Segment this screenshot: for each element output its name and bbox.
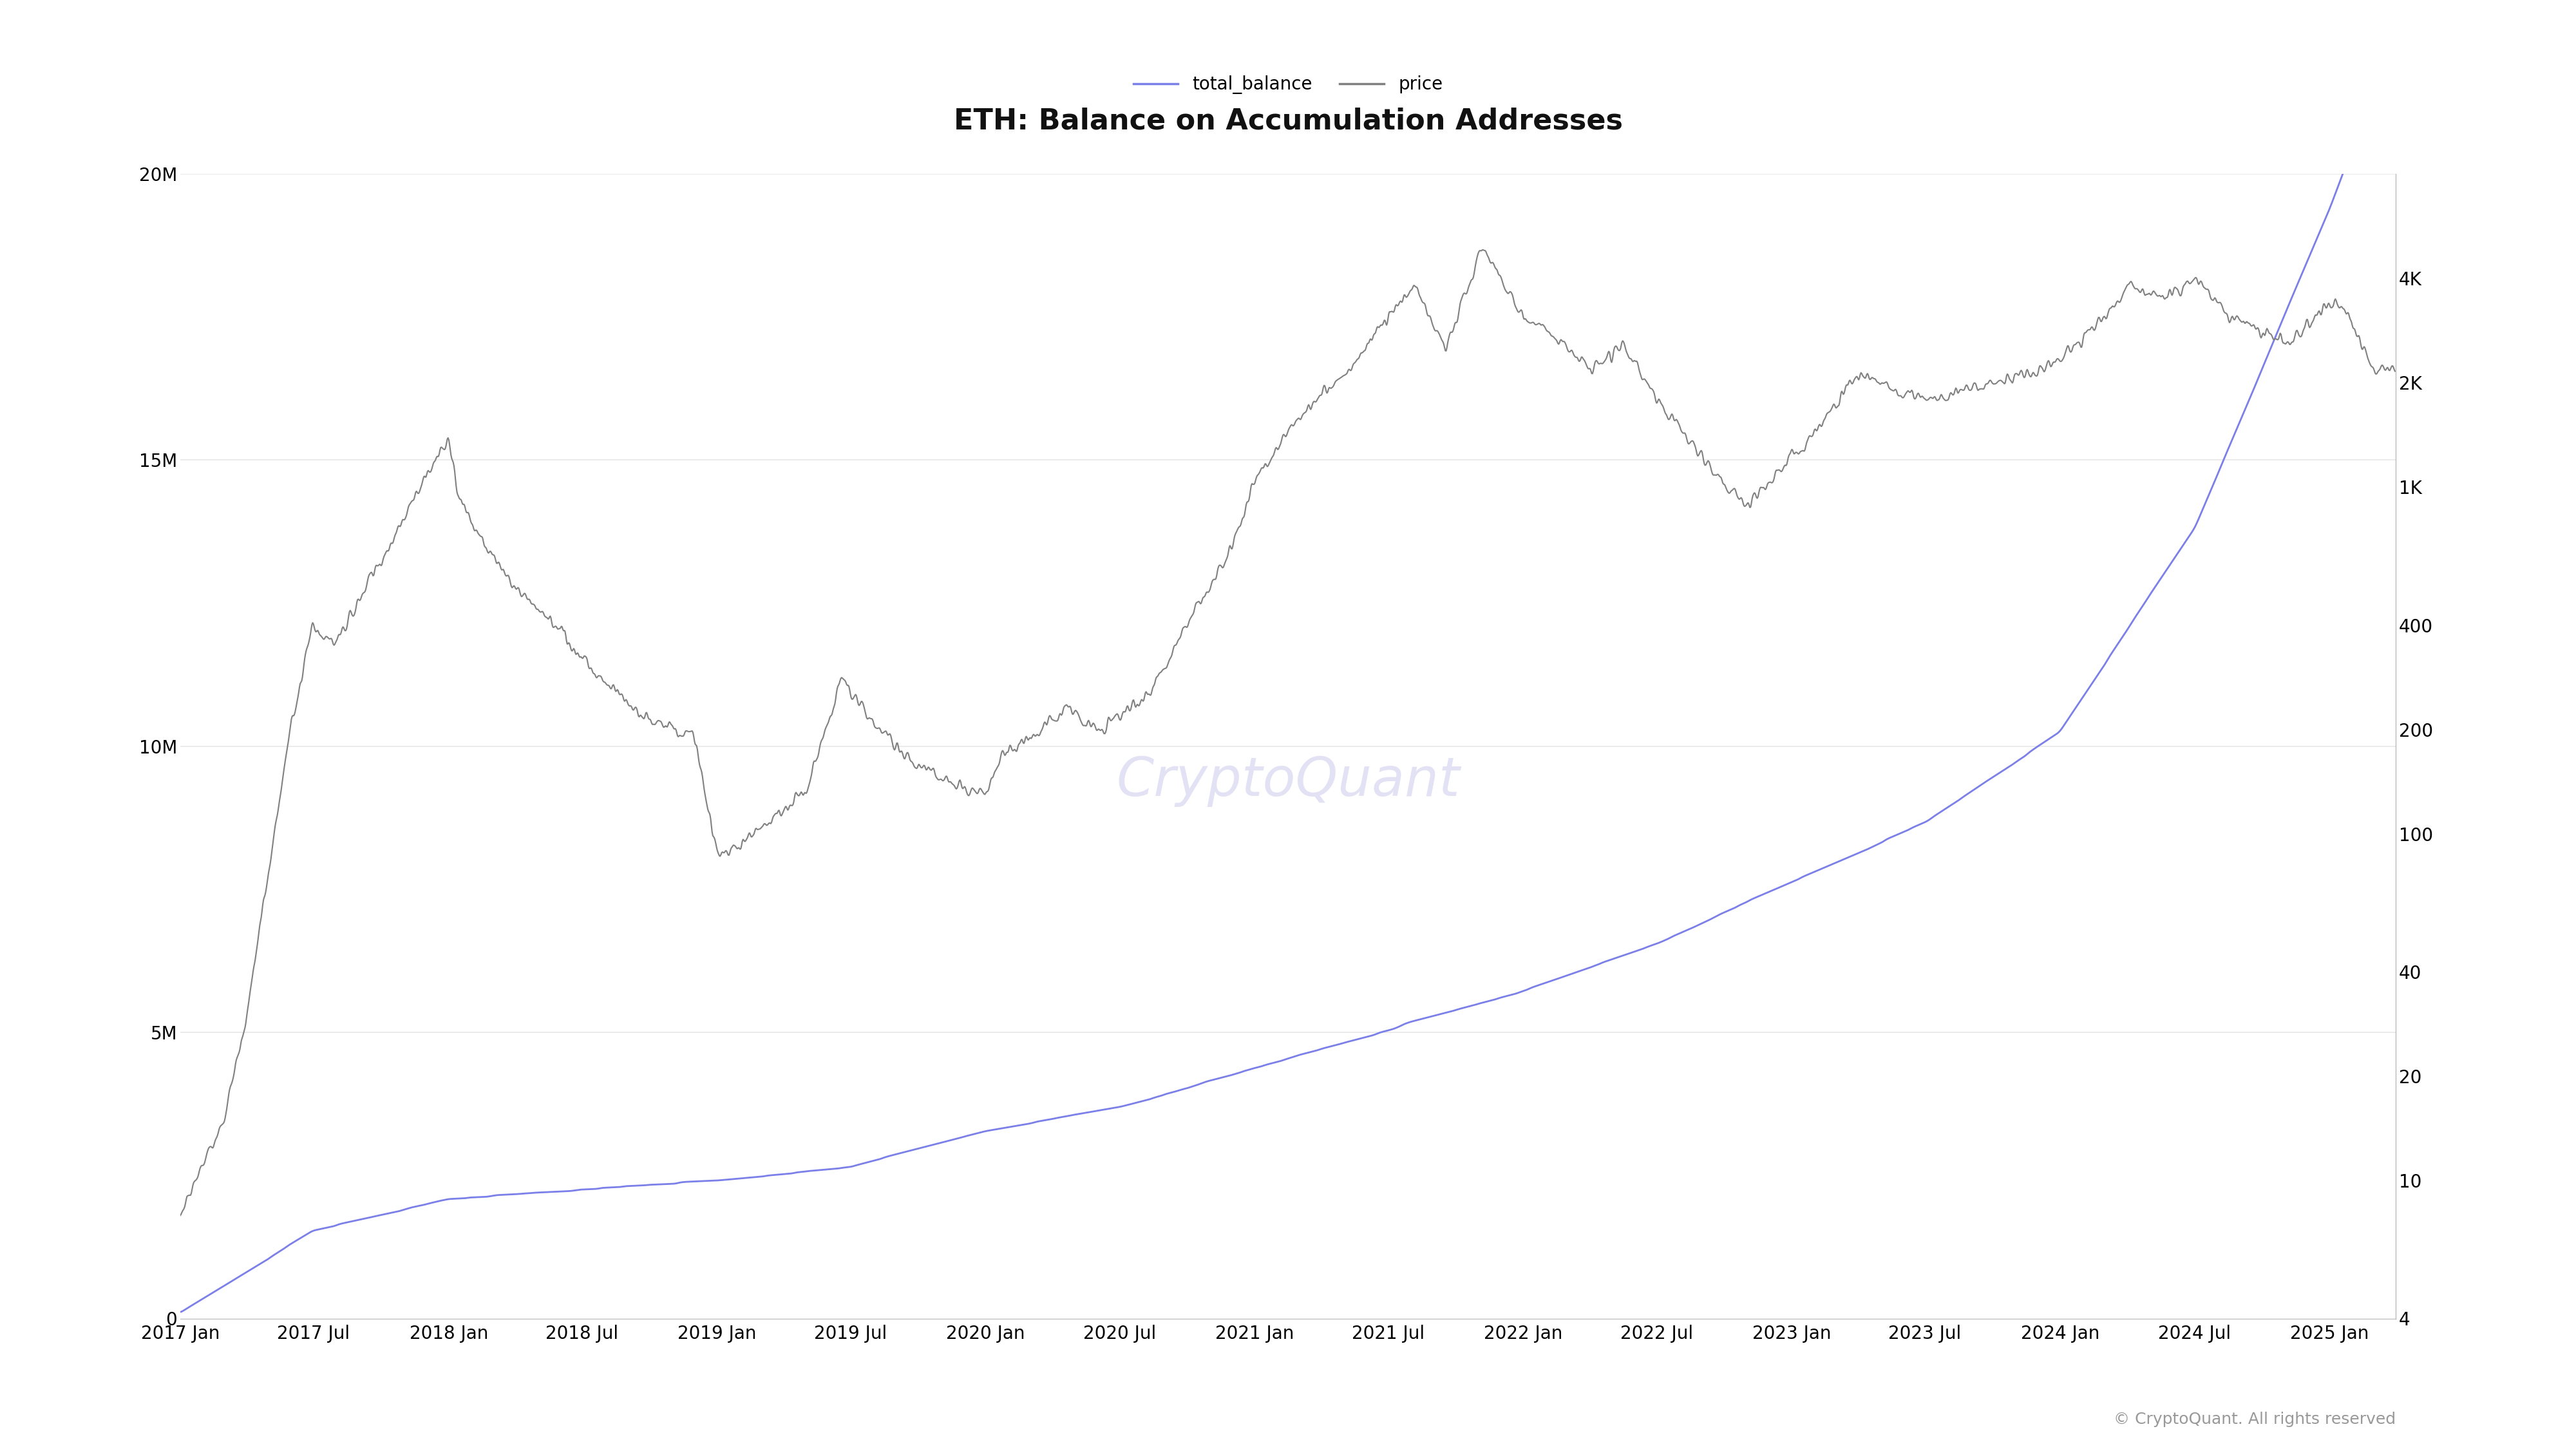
Legend: total_balance, price: total_balance, price [1126, 68, 1450, 101]
Title: ETH: Balance on Accumulation Addresses: ETH: Balance on Accumulation Addresses [953, 107, 1623, 135]
Text: CryptoQuant: CryptoQuant [1115, 755, 1461, 807]
Text: © CryptoQuant. All rights reserved: © CryptoQuant. All rights reserved [2112, 1411, 2396, 1427]
